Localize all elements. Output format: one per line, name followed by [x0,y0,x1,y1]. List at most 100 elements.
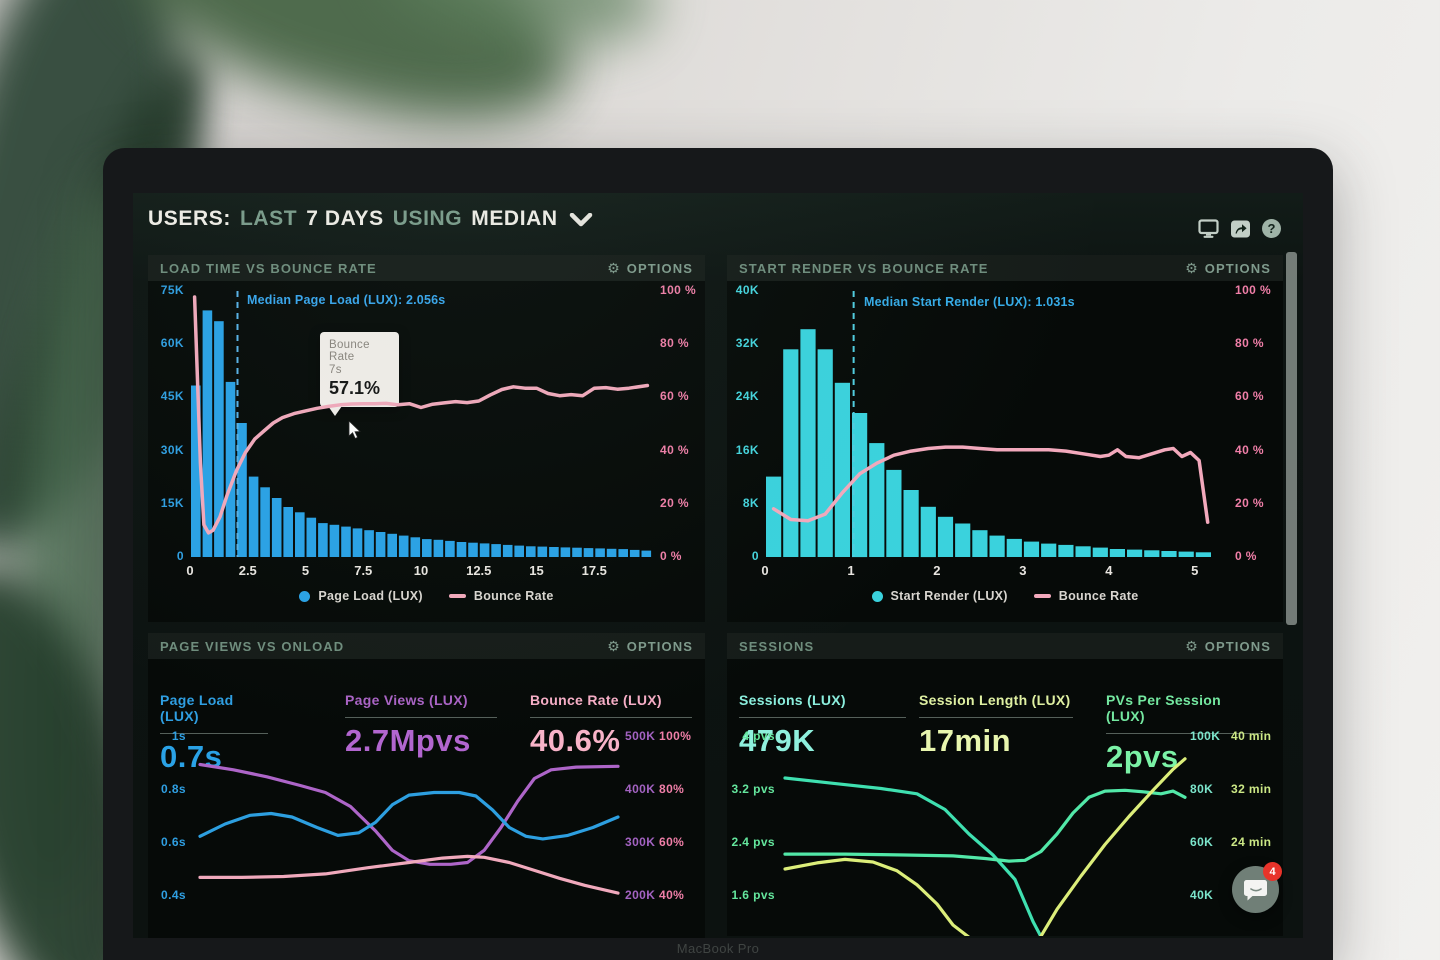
x-axis-tick-label: 12.5 [466,563,492,578]
legend-page-load[interactable]: Page Load (LUX) [299,589,423,603]
help-glyph: ? [1262,219,1281,238]
gear-icon: ⚙ [607,638,621,654]
chat-button[interactable]: 4 [1232,862,1282,913]
start-render-chart: Median Start Render (LUX): 1.031s Start … [727,281,1283,622]
y-axis-right-label: 20 % [1235,495,1264,510]
panel-page-views-vs-onload: PAGE VIEWS VS ONLOAD ⚙ OPTIONS Page Load… [148,633,705,938]
y-axis-left-label: 0.4s [161,888,186,902]
share-icon[interactable] [1230,218,1251,239]
y-axis-right-label: 60 % [1235,389,1264,404]
tooltip-x: 7s [329,364,342,376]
y-axis-right-label: 20 % [660,495,689,510]
panel-sessions: SESSIONS ⚙ OPTIONS Sessions (LUX) 479K S… [727,633,1283,936]
load-time-chart: Median Page Load (LUX): 2.056s Bounce Ra… [148,281,705,622]
metric-bounce-rate: Bounce Rate (LUX) 40.6% [530,692,692,759]
options-button[interactable]: ⚙ OPTIONS [1185,638,1271,654]
x-axis-tick-label: 2.5 [238,563,257,578]
legend-dot-icon [299,590,311,602]
y-axis-left-label: 32K [735,336,759,351]
y-axis-right-label: 80 % [1235,336,1264,351]
y-axis-right-label: 40 min [1231,729,1272,743]
legend-line-icon [1033,594,1051,598]
help-icon[interactable]: ? [1262,218,1283,239]
y-axis-right-label: 80 % [660,336,689,351]
x-axis-tick-label: 10 [413,563,429,578]
y-axis-right-label: 60 % [660,389,689,404]
metric-sessions: Sessions (LUX) 479K [739,692,906,759]
y-axis-right-label: 500K [625,729,656,743]
panel-title: SESSIONS [739,638,815,654]
metric-pvs-per-session: PVs Per Session (LUX) 2pvs [1106,692,1263,775]
y-axis-right-label: 40K [1190,888,1214,902]
legend-bounce-rate[interactable]: Bounce Rate [1033,589,1139,603]
x-axis-tick-label: 17.5 [581,563,607,578]
y-axis-right-label: 0 % [1235,549,1257,563]
legend-start-render[interactable]: Start Render (LUX) [871,589,1008,603]
panel-title: START RENDER VS BOUNCE RATE [739,260,989,276]
scrollbar[interactable] [1286,252,1297,625]
header-users-label: USERS: [148,207,231,230]
x-axis-tick-label: 2 [933,563,941,578]
x-axis-tick-label: 5 [301,563,310,578]
y-axis-right-label: 0 % [660,549,682,563]
y-axis-right-label: 100K [1190,729,1221,743]
header-last-label: LAST [239,207,298,230]
legend-dot-icon [871,590,883,602]
x-axis-tick-label: 1 [847,563,855,578]
y-axis-right-label: 400K [625,782,656,796]
y-axis-left-label: 0 [176,549,184,563]
y-axis-right-label: 60% [659,835,685,849]
y-axis-left-label: 30K [160,442,184,457]
options-button[interactable]: ⚙ OPTIONS [607,638,693,654]
options-button[interactable]: ⚙ OPTIONS [607,260,693,276]
y-axis-left-label: 40K [735,283,759,297]
plot-area[interactable] [198,740,620,915]
y-axis-left-label: 2.4 pvs [731,835,775,849]
y-axis-right-label: 200K [625,888,656,902]
monitor-icon[interactable] [1198,218,1219,239]
x-axis-tick-label: 4 [1105,563,1113,578]
y-axis-right-label: 100% [659,729,692,743]
x-axis-tick-label: 15 [529,563,544,578]
gear-icon: ⚙ [607,260,621,276]
tooltip-value: 57.1% [329,378,381,398]
y-axis-left-label: 60K [160,336,184,351]
x-axis-tick-label: 5 [1191,563,1199,578]
date-range-dropdown[interactable]: USERS: LAST 7 DAYS USING MEDIAN [148,207,593,231]
mouse-cursor [348,421,361,440]
y-axis-right-label: 300K [625,835,656,849]
y-axis-right-label: 100 % [1235,283,1272,297]
y-axis-left-label: 16K [735,442,759,457]
plot-area[interactable] [190,289,652,557]
y-axis-left-label: 0.8s [161,782,186,796]
x-axis-tick-label: 3 [1019,563,1027,578]
header-days-label: 7 DAYS [306,207,384,230]
notification-badge: 4 [1263,862,1282,881]
chart-tooltip: Bounce Rate 7s 57.1% [320,332,399,416]
options-button[interactable]: ⚙ OPTIONS [1185,260,1271,276]
page-views-chart: Page Load (LUX) 0.7s Page Views (LUX) 2.… [148,659,705,938]
gear-icon: ⚙ [1185,638,1199,654]
y-axis-left-label: 15K [160,495,184,510]
header-median-label: MEDIAN [471,207,558,230]
panel-start-render-vs-bounce-rate: START RENDER VS BOUNCE RATE ⚙ OPTIONS Me… [727,255,1283,622]
plot-area[interactable] [765,289,1212,558]
sessions-chart: Sessions (LUX) 479K Session Length (LUX)… [727,659,1283,936]
legend-line-icon [448,594,466,598]
y-axis-left-label: 0.6s [161,835,186,849]
y-axis-right-label: 60K [1190,835,1214,849]
y-axis-right-label: 80K [1190,782,1214,796]
panel-title: LOAD TIME VS BOUNCE RATE [160,260,377,276]
plot-area[interactable] [783,743,1187,936]
median-annotation: Median Page Load (LUX): 2.056s [247,293,446,307]
y-axis-left-label: 75K [160,283,184,297]
y-axis-right-label: 40 % [1235,442,1264,457]
y-axis-right-label: 100 % [660,283,697,297]
y-axis-right-label: 32 min [1231,782,1272,796]
panel-load-time-vs-bounce-rate: LOAD TIME VS BOUNCE RATE ⚙ OPTIONS Media… [148,255,705,622]
y-axis-left-label: 0 [751,549,759,563]
legend-bounce-rate[interactable]: Bounce Rate [448,589,554,603]
metric-session-length: Session Length (LUX) 17min [919,692,1073,759]
chat-bubble-icon [1243,880,1267,901]
metric-page-views: Page Views (LUX) 2.7Mpvs [345,692,497,759]
